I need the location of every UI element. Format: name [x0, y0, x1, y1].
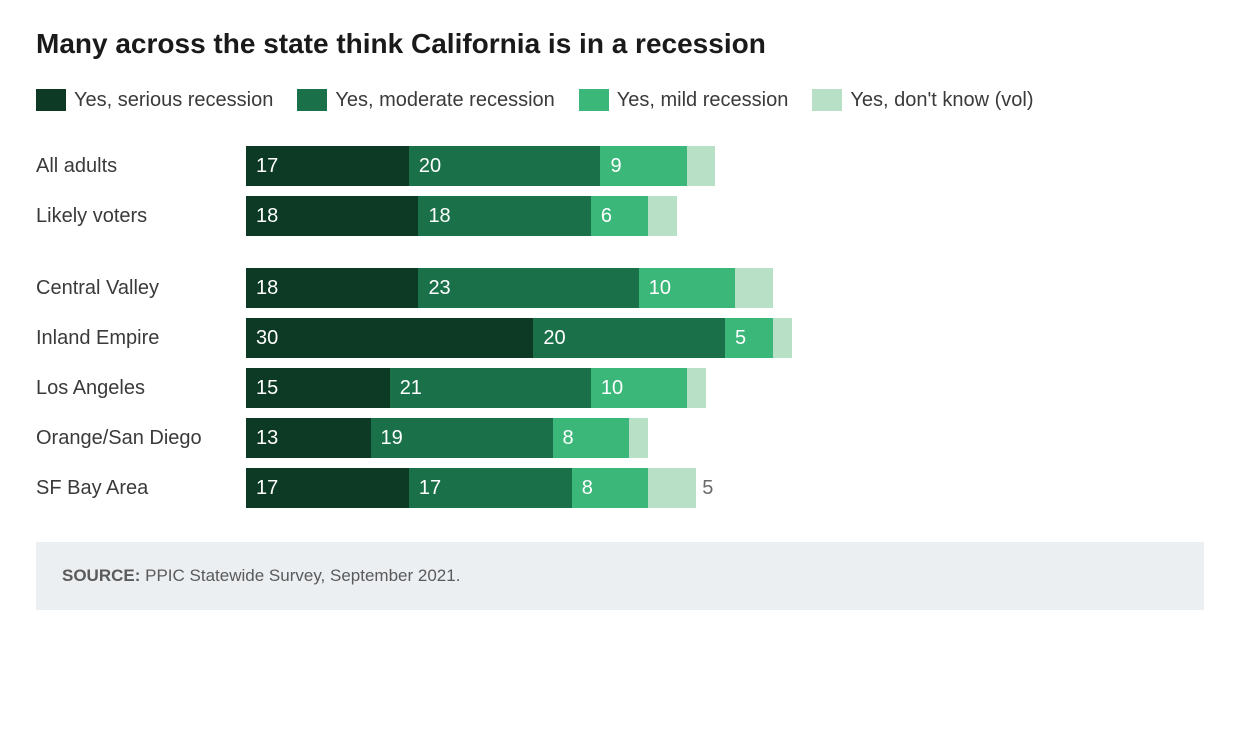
bar-segment: 10 [591, 368, 687, 408]
chart-row: Inland Empire30205 [36, 316, 1204, 360]
bar-segment: 30 [246, 318, 533, 358]
row-label: Los Angeles [36, 377, 246, 400]
chart-row: All adults17209 [36, 144, 1204, 188]
row-label: Orange/San Diego [36, 427, 246, 450]
bar-track: 152110 [246, 368, 1204, 408]
bar-segment: 20 [533, 318, 725, 358]
row-label: Central Valley [36, 277, 246, 300]
bar-segment: 8 [572, 468, 649, 508]
legend-swatch [812, 89, 842, 111]
legend-swatch [36, 89, 66, 111]
bar-segment [687, 368, 706, 408]
chart-row: Central Valley182310 [36, 266, 1204, 310]
bar-segment: 17 [246, 468, 409, 508]
chart-row: Orange/San Diego13198 [36, 416, 1204, 460]
bar-track: 171785 [246, 468, 1204, 508]
legend-label: Yes, moderate recession [335, 84, 554, 116]
chart-row: Los Angeles152110 [36, 366, 1204, 410]
bar-segment: 21 [390, 368, 591, 408]
source-label: SOURCE: [62, 566, 140, 585]
bar-track: 30205 [246, 318, 1204, 358]
legend-item: Yes, mild recession [579, 84, 789, 116]
bar-segment [648, 468, 696, 508]
chart-group: Central Valley182310Inland Empire30205Lo… [36, 266, 1204, 510]
bar-segment: 18 [246, 196, 418, 236]
source-text: PPIC Statewide Survey, September 2021. [140, 566, 460, 585]
bar-segment: 23 [418, 268, 638, 308]
legend-label: Yes, serious recession [74, 84, 273, 116]
chart-row: Likely voters18186 [36, 194, 1204, 238]
source-box: SOURCE: PPIC Statewide Survey, September… [36, 542, 1204, 610]
bar-segment: 9 [600, 146, 686, 186]
chart-row: SF Bay Area171785 [36, 466, 1204, 510]
bar-track: 13198 [246, 418, 1204, 458]
bar-segment: 18 [418, 196, 590, 236]
bar-segment: 10 [639, 268, 735, 308]
bar-segment: 5 [725, 318, 773, 358]
bar-segment [687, 146, 716, 186]
chart-group: All adults17209Likely voters18186 [36, 144, 1204, 238]
row-label: All adults [36, 155, 246, 178]
bar-track: 182310 [246, 268, 1204, 308]
bar-segment: 17 [409, 468, 572, 508]
bar-segment [773, 318, 792, 358]
bar-segment: 8 [553, 418, 630, 458]
row-label: SF Bay Area [36, 477, 246, 500]
legend-label: Yes, don't know (vol) [850, 84, 1033, 116]
bar-segment: 13 [246, 418, 371, 458]
legend-item: Yes, serious recession [36, 84, 273, 116]
bar-segment [629, 418, 648, 458]
legend-label: Yes, mild recession [617, 84, 789, 116]
bar-track: 18186 [246, 196, 1204, 236]
stacked-bar-chart: All adults17209Likely voters18186Central… [36, 144, 1204, 510]
legend-swatch [579, 89, 609, 111]
bar-segment: 17 [246, 146, 409, 186]
bar-segment: 6 [591, 196, 648, 236]
row-label: Likely voters [36, 205, 246, 228]
bar-segment: 18 [246, 268, 418, 308]
legend: Yes, serious recession Yes, moderate rece… [36, 84, 1204, 116]
bar-segment [648, 196, 677, 236]
bar-segment: 19 [371, 418, 553, 458]
row-label: Inland Empire [36, 327, 246, 350]
legend-item: Yes, don't know (vol) [812, 84, 1033, 116]
legend-item: Yes, moderate recession [297, 84, 554, 116]
bar-segment: 15 [246, 368, 390, 408]
chart-title: Many across the state think California i… [36, 28, 1204, 60]
legend-swatch [297, 89, 327, 111]
bar-segment-label-outside: 5 [696, 468, 713, 508]
bar-segment: 20 [409, 146, 601, 186]
bar-track: 17209 [246, 146, 1204, 186]
bar-segment [735, 268, 773, 308]
